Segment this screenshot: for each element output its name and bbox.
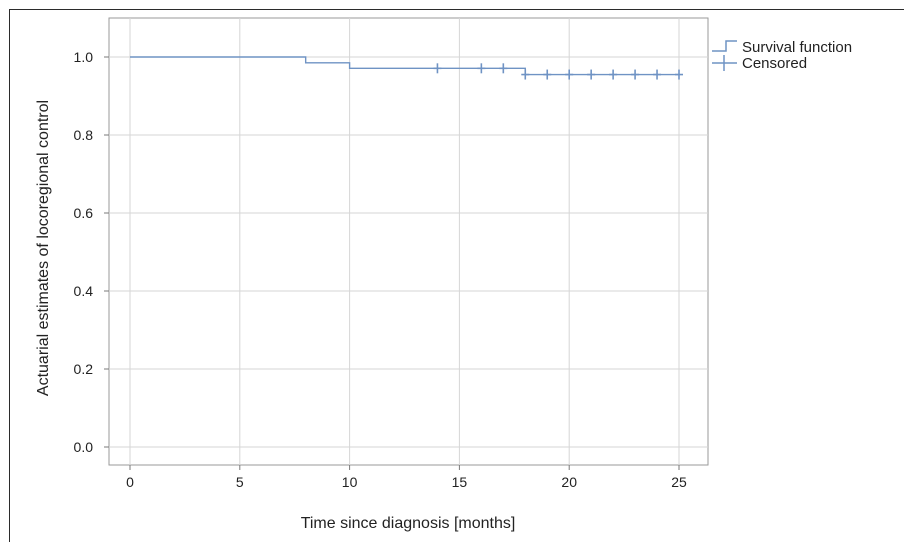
x-axis-title: Time since diagnosis [months] (301, 515, 516, 532)
censored-marker (609, 69, 618, 80)
legend: Survival function Censored (712, 39, 852, 72)
legend-step-symbol (712, 40, 737, 52)
grid (109, 18, 708, 465)
censored-marker (587, 69, 596, 80)
legend-item-censored: Censored (712, 55, 807, 72)
censored-marker (477, 63, 486, 74)
plot-area (108, 17, 709, 466)
x-tick-label: 20 (561, 474, 577, 490)
censored-marker (653, 69, 662, 80)
x-tick-label: 0 (126, 474, 134, 490)
censored-marker (433, 63, 442, 74)
legend-label-survival-function: Survival function (742, 39, 852, 56)
series (130, 56, 683, 80)
x-tick-label: 25 (671, 474, 687, 490)
y-tick-label: 0.8 (74, 127, 94, 143)
censored-marker (565, 69, 574, 80)
censored-marker (521, 69, 530, 80)
y-tick-label: 1.0 (74, 49, 94, 65)
censored-marker (631, 69, 640, 80)
y-tick-label: 0.2 (74, 361, 94, 377)
legend-item-survival-function: Survival function (712, 39, 852, 56)
y-tick-label: 0.4 (74, 283, 94, 299)
legend-label-censored: Censored (742, 55, 807, 72)
censored-marker (499, 63, 508, 74)
y-tick-label: 0.0 (74, 439, 94, 455)
censored-marker (543, 69, 552, 80)
x-tick-label: 5 (236, 474, 244, 490)
x-tick-label: 15 (452, 474, 468, 490)
y-tick-label: 0.6 (74, 205, 94, 221)
x-tick-label: 10 (342, 474, 358, 490)
y-axis: 0.0 0.2 0.4 0.6 0.8 1.0 (74, 49, 109, 455)
y-axis-title: Actuarial estimates of locoregional cont… (35, 100, 52, 396)
x-axis: 0 5 10 15 20 25 (126, 465, 687, 490)
censored-marker (675, 69, 683, 80)
